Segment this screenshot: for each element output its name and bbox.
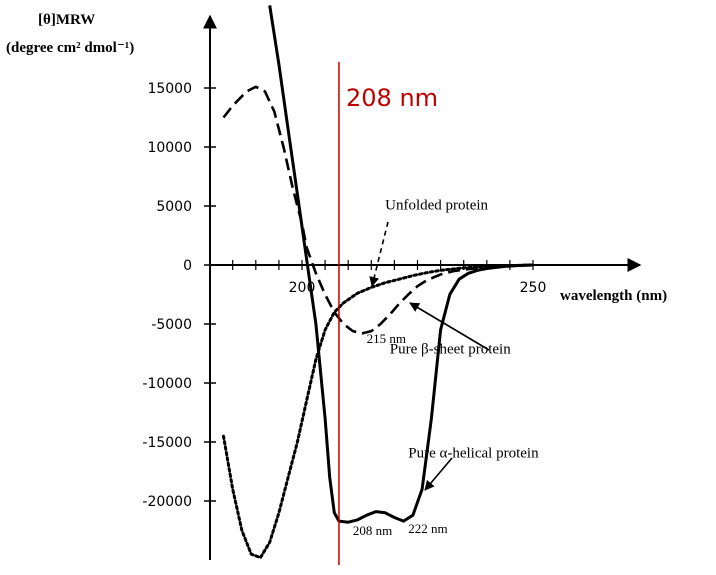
unfolded-arrow: [369, 221, 389, 287]
beta-sheet-arrow: [409, 302, 490, 351]
series-line-dashed: [222, 85, 534, 335]
series-line-dotted: [222, 263, 535, 560]
y-tick-label: -10000: [142, 376, 192, 392]
y-axis-label-line2: (degree cm² dmol⁻¹): [6, 40, 134, 56]
series-layer: [222, 5, 535, 565]
x-tick-label: 250: [520, 280, 547, 296]
x-tick-label: 200: [289, 280, 316, 296]
y-tick-label: 10000: [147, 140, 192, 156]
y-tick-label: 5000: [156, 199, 192, 215]
x-axis-label: wavelength (nm): [560, 288, 667, 304]
y-tick-label: 15000: [147, 81, 192, 97]
alpha-helix-arrow: [424, 457, 453, 491]
y-tick-label: -15000: [142, 435, 192, 451]
annotation-label: Pure β-sheet protein: [390, 342, 511, 358]
text-layer: [θ]MRW (degree cm² dmol⁻¹) wavelength (n…: [6, 12, 667, 538]
axes-layer: [203, 14, 642, 560]
y-tick-label: -5000: [151, 317, 192, 333]
y-tick-label: 0: [183, 258, 192, 274]
annotation-label: Unfolded protein: [385, 198, 488, 214]
wavelength-marker-label: 208 nm: [346, 84, 438, 112]
y-axis-label-line1: [θ]MRW: [38, 12, 95, 28]
annotation-label: Pure α-helical protein: [408, 445, 539, 461]
annotation-label: 222 nm: [408, 521, 447, 536]
y-tick-label: -20000: [142, 494, 192, 510]
annotation-label: 208 nm: [353, 523, 392, 538]
annotation-label: 215 nm: [367, 331, 406, 346]
